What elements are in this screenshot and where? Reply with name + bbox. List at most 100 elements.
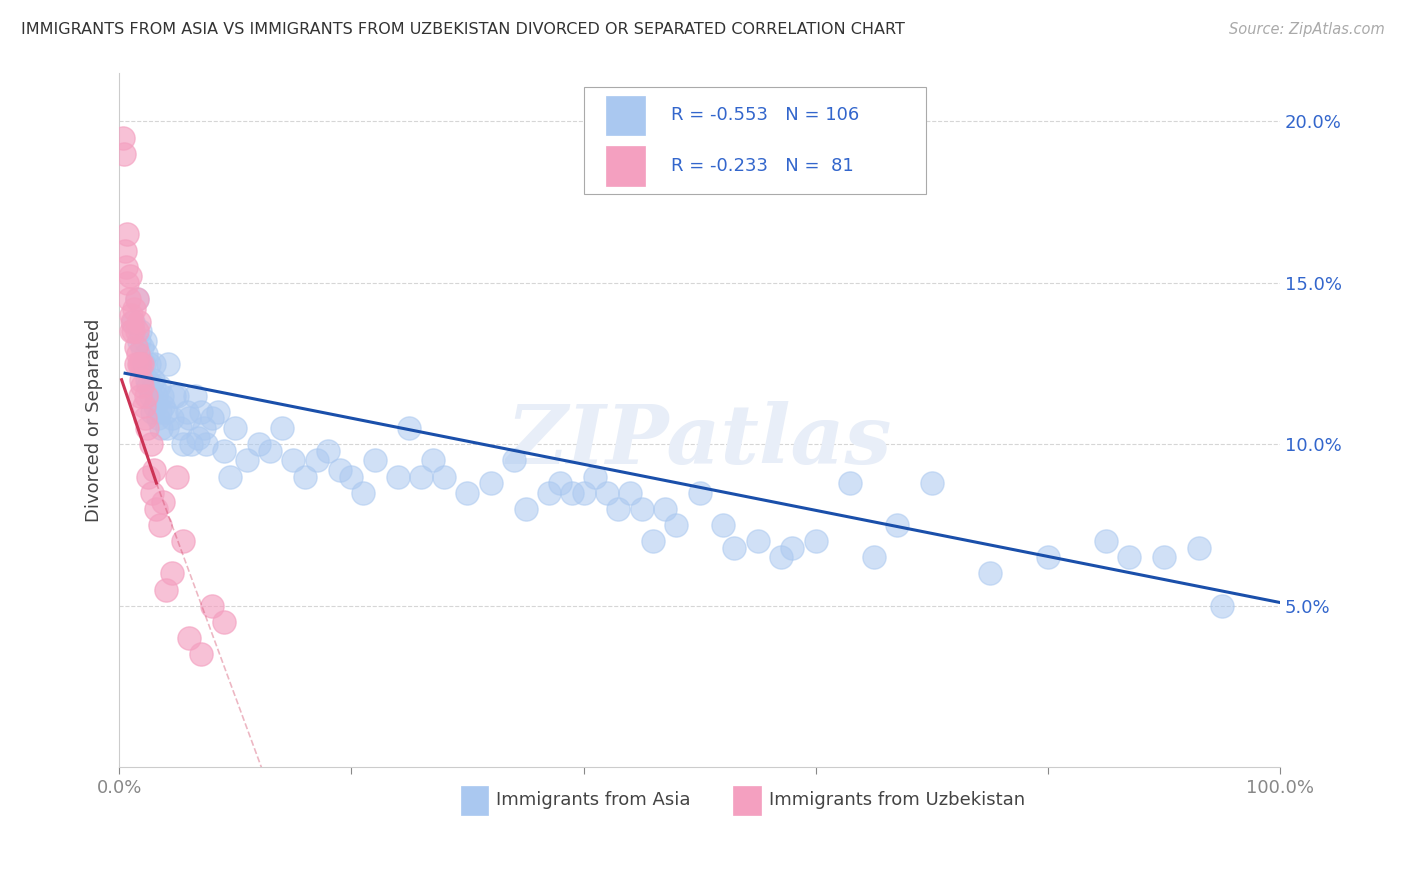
Point <box>747 534 769 549</box>
Point <box>190 647 212 661</box>
Point <box>270 421 292 435</box>
Point <box>619 485 641 500</box>
Point <box>135 389 157 403</box>
Point <box>212 615 235 629</box>
Point <box>804 534 827 549</box>
Point <box>128 334 150 348</box>
Text: Immigrants from Asia: Immigrants from Asia <box>496 791 690 809</box>
Point <box>115 260 138 274</box>
Point <box>124 357 146 371</box>
Point <box>112 146 135 161</box>
Point <box>163 389 186 403</box>
Point <box>180 437 202 451</box>
Point <box>172 437 194 451</box>
Point <box>138 357 160 371</box>
Point <box>122 324 145 338</box>
Point <box>128 357 150 371</box>
Point <box>329 463 352 477</box>
Point <box>503 453 526 467</box>
Point <box>1211 599 1233 613</box>
Point <box>129 389 152 403</box>
Point <box>157 357 180 371</box>
Point <box>583 469 606 483</box>
FancyBboxPatch shape <box>606 146 645 186</box>
Point <box>166 469 188 483</box>
Point <box>183 389 205 403</box>
Point <box>643 534 665 549</box>
Point <box>143 399 166 413</box>
Point <box>125 324 148 338</box>
Point <box>201 599 224 613</box>
Point <box>118 269 141 284</box>
Point <box>456 485 478 500</box>
Point <box>129 324 152 338</box>
Point <box>152 399 174 413</box>
Point <box>120 324 142 338</box>
Point <box>139 389 162 403</box>
Point <box>207 405 229 419</box>
Point <box>398 421 420 435</box>
Point <box>129 357 152 371</box>
Point <box>127 347 149 361</box>
Point <box>111 130 134 145</box>
Point <box>136 469 159 483</box>
Point <box>224 421 246 435</box>
Point <box>124 301 146 316</box>
Point <box>155 405 177 419</box>
Point <box>537 485 560 500</box>
Point <box>134 334 156 348</box>
Point <box>921 476 943 491</box>
Point <box>160 566 183 581</box>
Point <box>169 421 191 435</box>
Point <box>596 485 619 500</box>
Point <box>135 347 157 361</box>
Text: Immigrants from Uzbekistan: Immigrants from Uzbekistan <box>769 791 1025 809</box>
Point <box>117 227 139 242</box>
Point <box>1118 550 1140 565</box>
Point <box>131 357 153 371</box>
Point <box>839 476 862 491</box>
Point <box>723 541 745 555</box>
Point <box>141 405 163 419</box>
Point <box>156 421 179 435</box>
Point <box>149 405 172 419</box>
Point <box>1036 550 1059 565</box>
Point <box>236 453 259 467</box>
Point <box>212 443 235 458</box>
Point <box>139 437 162 451</box>
Point <box>193 421 215 435</box>
Point <box>654 501 676 516</box>
Point <box>283 453 305 467</box>
Text: ZIPatlas: ZIPatlas <box>506 401 893 481</box>
Point <box>782 541 804 555</box>
Point <box>143 379 166 393</box>
Point <box>561 485 583 500</box>
Point <box>131 379 153 393</box>
Point <box>125 292 148 306</box>
Point <box>143 463 166 477</box>
Point <box>862 550 884 565</box>
Point <box>187 431 209 445</box>
Point <box>131 373 153 387</box>
FancyBboxPatch shape <box>583 87 927 194</box>
Point <box>155 582 177 597</box>
Point <box>132 357 155 371</box>
Point <box>134 411 156 425</box>
Point <box>145 389 167 403</box>
Point <box>1188 541 1211 555</box>
Point <box>479 476 502 491</box>
Text: R = -0.553   N = 106: R = -0.553 N = 106 <box>671 106 859 125</box>
Point <box>305 453 328 467</box>
Point <box>387 469 409 483</box>
Point <box>125 292 148 306</box>
Point <box>259 443 281 458</box>
Point <box>409 469 432 483</box>
Point <box>132 399 155 413</box>
Point <box>160 411 183 425</box>
Point <box>152 495 174 509</box>
Point <box>143 357 166 371</box>
Point <box>141 485 163 500</box>
Point <box>136 373 159 387</box>
Point <box>433 469 456 483</box>
Point <box>148 379 170 393</box>
